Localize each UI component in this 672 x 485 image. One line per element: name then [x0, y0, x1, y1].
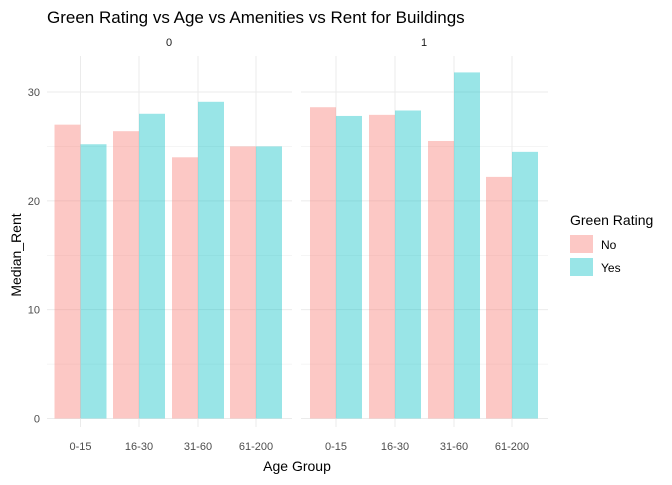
x-tick-label: 31-60	[184, 441, 212, 453]
bar-yes-16-30	[395, 110, 421, 419]
legend-swatch-yes	[570, 258, 593, 276]
legend-label-no: No	[601, 238, 617, 252]
y-tick-label: 0	[34, 414, 40, 426]
legend-label-yes: Yes	[601, 261, 621, 275]
x-tick-label: 31-60	[440, 441, 468, 453]
y-tick-label: 10	[28, 305, 40, 317]
x-tick-label: 16-30	[381, 441, 409, 453]
y-tick-label: 30	[28, 87, 40, 99]
bar-no-0-15	[54, 124, 81, 419]
bar-yes-61-200	[256, 146, 282, 419]
x-tick-label: 0-15	[69, 441, 91, 453]
y-axis-label: Median_Rent	[8, 213, 24, 296]
facet-label: 0	[166, 37, 172, 49]
bar-yes-31-60	[454, 72, 480, 419]
x-tick-label: 61-200	[495, 441, 529, 453]
bar-no-16-30	[113, 131, 139, 419]
bar-no-31-60	[172, 157, 198, 419]
bar-yes-16-30	[139, 113, 165, 419]
bar-yes-0-15	[336, 115, 362, 419]
legend: Green Rating No Yes	[570, 212, 653, 276]
bar-no-61-200	[486, 176, 512, 419]
facet-label: 1	[421, 37, 427, 49]
facet-panel-0: 0 0-15 16-30 31-60 61-200	[47, 37, 292, 453]
bar-no-16-30	[369, 114, 395, 419]
bar-yes-61-200	[512, 151, 538, 419]
facet-panel-1: 1 0-15 16-30 31-60 61-200	[301, 37, 548, 453]
x-tick-label: 61-200	[239, 441, 273, 453]
x-tick-label: 0-15	[325, 441, 347, 453]
x-tick-label: 16-30	[125, 441, 153, 453]
legend-swatch-no	[570, 235, 593, 253]
y-axis: 0 10 20 30	[28, 87, 40, 426]
bar-yes-31-60	[198, 101, 224, 419]
legend-title: Green Rating	[570, 212, 653, 228]
bar-no-0-15	[310, 107, 336, 419]
bar-no-61-200	[230, 146, 256, 419]
chart-title: Green Rating vs Age vs Amenities vs Rent…	[47, 8, 465, 27]
bar-no-31-60	[428, 140, 454, 419]
bar-yes-0-15	[80, 144, 107, 419]
y-tick-label: 20	[28, 196, 40, 208]
x-axis-label: Age Group	[263, 458, 331, 474]
